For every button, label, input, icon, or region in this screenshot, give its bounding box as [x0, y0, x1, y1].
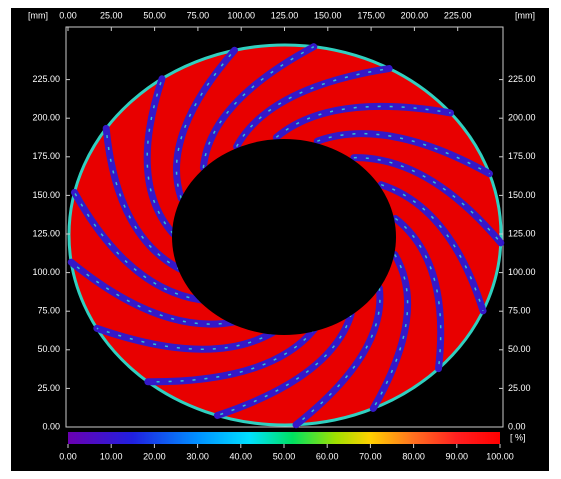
- x-tick-label: 175.00: [357, 10, 385, 20]
- colorbar-unit: [ %]: [510, 432, 526, 442]
- x-tick-label: 50.00: [143, 10, 166, 20]
- x-tick-label: 75.00: [187, 10, 210, 20]
- colorbar-tick-label: 80.00: [402, 451, 425, 461]
- colorbar-tick-label: 10.00: [100, 451, 123, 461]
- y-tick-label-right: 200.00: [508, 113, 536, 123]
- y-tick-label: 75.00: [37, 306, 60, 316]
- colorbar-tick-label: 30.00: [186, 451, 209, 461]
- colorbar-tick-label: 50.00: [273, 451, 296, 461]
- y-tick-label-right: 25.00: [508, 383, 531, 393]
- y-tick-label: 25.00: [37, 383, 60, 393]
- y-tick-label: 150.00: [32, 190, 60, 200]
- y-tick-label-right: 225.00: [508, 74, 536, 84]
- colorbar-tick-label: 40.00: [230, 451, 253, 461]
- y-tick-label-right: 75.00: [508, 306, 531, 316]
- colorbar: [68, 432, 500, 444]
- y-tick-label: 50.00: [37, 344, 60, 354]
- x-tick-label: 0.00: [59, 10, 77, 20]
- y-tick-label: 200.00: [32, 113, 60, 123]
- colorbar-tick-label: 20.00: [143, 451, 166, 461]
- y-tick-label-right: 150.00: [508, 190, 536, 200]
- colorbar-tick-label: 90.00: [446, 451, 469, 461]
- y-tick-label-right: 125.00: [508, 228, 536, 238]
- y-tick-label: 125.00: [32, 228, 60, 238]
- colorbar-tick-label: 60.00: [316, 451, 339, 461]
- x-tick-label: 125.00: [271, 10, 299, 20]
- y-tick-label: 175.00: [32, 151, 60, 161]
- colorbar-tick-label: 70.00: [359, 451, 382, 461]
- x-tick-label: 225.00: [444, 10, 472, 20]
- field: [69, 45, 501, 425]
- colorbar-tick-label: 0.00: [59, 451, 77, 461]
- x-tick-label: 150.00: [314, 10, 342, 20]
- x-tick-label: 25.00: [100, 10, 123, 20]
- y-tick-label: 100.00: [32, 267, 60, 277]
- y-tick-label-right: 100.00: [508, 267, 536, 277]
- screen: [mm] [mm] [ %] 0.00 25.00 50.00 75.00 100.00…: [0, 0, 561, 479]
- y-tick-label-right: 175.00: [508, 151, 536, 161]
- x-unit: [mm]: [515, 10, 535, 20]
- hub: [172, 139, 396, 335]
- colorbar-tick-label: 100.00: [486, 451, 514, 461]
- y-tick-label: 225.00: [32, 74, 60, 84]
- y-tick-label-right: 0.00: [508, 421, 526, 431]
- y-unit: [mm]: [28, 10, 48, 20]
- y-tick-label: 0.00: [42, 421, 60, 431]
- y-tick-label-right: 50.00: [508, 344, 531, 354]
- x-tick-label: 200.00: [401, 10, 429, 20]
- x-tick-label: 100.00: [227, 10, 255, 20]
